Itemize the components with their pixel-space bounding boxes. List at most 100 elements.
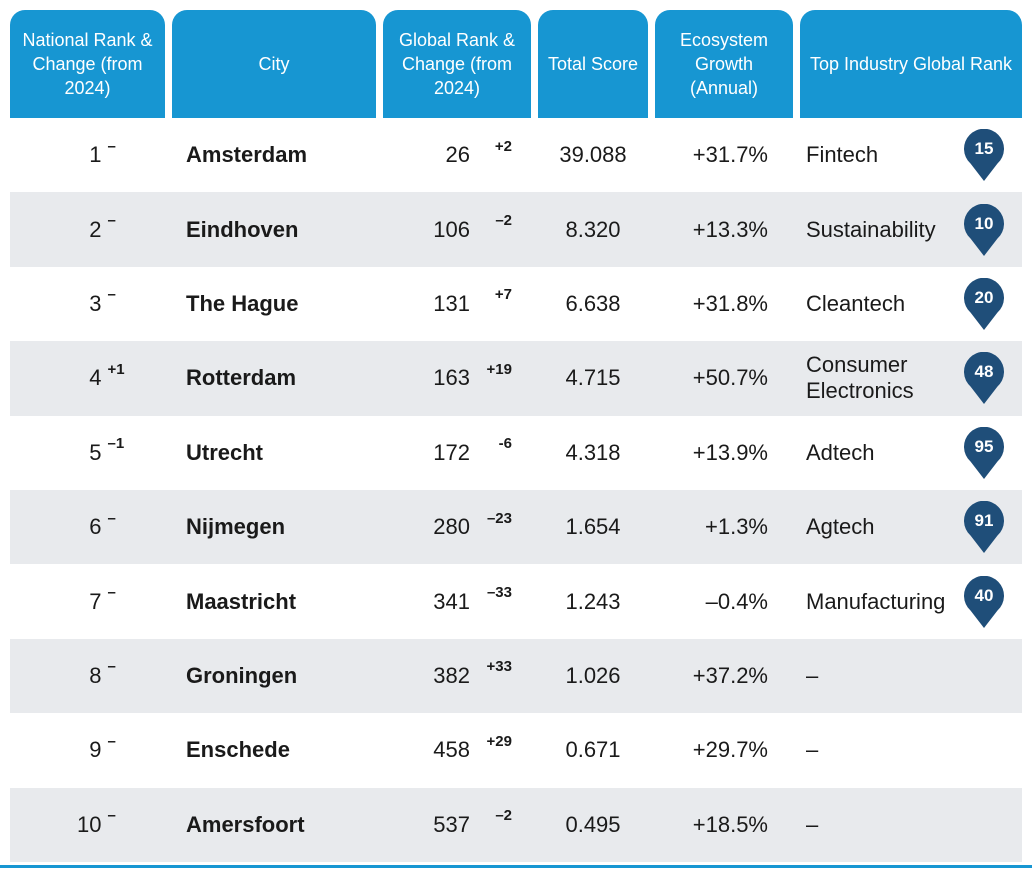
national-rank-value: 2 [89,216,102,242]
national-rank-value: 6 [89,514,102,540]
industry-rank-value: 91 [974,511,994,531]
top-industry-cell: Fintech 15 [800,118,1022,192]
header-national-rank: National Rank & Change (from 2024) [10,10,165,118]
global-rank-value: 280 [433,514,470,540]
global-rank-change: -6 [498,435,512,453]
top-industry-cell: Agtech 91 [800,490,1022,564]
city-name: Rotterdam [186,365,297,391]
table-header: National Rank & Change (from 2024) City … [10,10,1022,118]
city-cell: Groningen [172,639,376,713]
city-name: Groningen [186,662,298,688]
national-rank-cell: 5 –1 [10,416,165,490]
total-score-cell: 1.026 [538,639,648,713]
national-rank-change: – [107,509,116,527]
city-name: Eindhoven [186,216,299,242]
global-rank-value: 163 [433,365,470,391]
industry-name: Adtech [806,439,875,465]
global-rank-change: –23 [486,509,512,527]
table-row: 4 +1 Rotterdam 163 +19 4.715 +50.7% Consum… [10,341,1022,416]
total-score-value: 8.320 [565,216,621,242]
national-rank-value: 8 [89,662,102,688]
city-name: Nijmegen [186,514,286,540]
city-cell: Eindhoven [172,192,376,266]
industry-name: Fintech [806,142,879,168]
global-rank-value: 537 [433,811,470,837]
total-score-cell: 1.243 [538,564,648,638]
global-rank-cell: 172 -6 [383,416,531,490]
industry-name: – [806,662,819,688]
city-cell: Utrecht [172,416,376,490]
total-score-cell: 4.715 [538,341,648,415]
ecosystem-growth-value: +13.3% [692,216,768,242]
city-name: Enschede [186,737,290,763]
map-pin-badge: 95 [964,426,1004,479]
ecosystem-growth-cell: +50.7% [655,341,793,415]
global-rank-cell: 280 –23 [383,490,531,564]
national-rank-change: – [107,584,116,602]
industry-name: Consumer Electronics [806,352,914,404]
ecosystem-growth-cell: +1.3% [655,490,793,564]
global-rank-value: 172 [433,439,470,465]
industry-rank-value: 10 [974,213,994,233]
global-rank-value: 106 [433,216,470,242]
header-ecosystem-growth: Ecosystem Growth (Annual) [655,10,793,118]
total-score-value: 1.026 [565,662,621,688]
total-score-value: 1.654 [565,514,621,540]
total-score-value: 4.715 [565,365,621,391]
global-rank-value: 458 [433,737,470,763]
table-row: 9– Enschede 458 +29 0.671 +29.7% – [10,713,1022,788]
national-rank-value: 4 [89,365,102,391]
ecosystem-growth-value: +31.7% [692,142,768,168]
ecosystem-growth-value: –0.4% [705,588,768,614]
total-score-cell: 8.320 [538,192,648,266]
map-pin-badge: 91 [964,501,1004,554]
table-row: 3– The Hague 131 +7 6.638 +31.8% Cleantec… [10,266,1022,342]
ecosystem-growth-cell: +18.5% [655,788,793,862]
global-rank-cell: 163 +19 [383,341,531,415]
city-name: Amersfoort [186,811,305,837]
map-pin-badge: 10 [964,203,1004,256]
industry-name: Manufacturing [806,588,946,614]
total-score-value: 0.671 [565,737,621,763]
table-row: 2– Eindhoven 106 –2 8.320 +13.3% Sustaina… [10,192,1022,267]
ecosystem-growth-cell: +31.8% [655,267,793,341]
total-score-value: 4.318 [565,439,621,465]
global-rank-change: +7 [494,286,512,304]
global-rank-cell: 537 –2 [383,788,531,862]
city-name: Maastricht [186,588,297,614]
industry-rank-value: 95 [974,436,994,456]
national-rank-cell: 9– [10,713,165,787]
national-rank-value: 5 [89,439,102,465]
city-cell: Enschede [172,713,376,787]
map-pin-icon [964,129,1004,182]
ecosystem-growth-cell: +31.7% [655,118,793,192]
ecosystem-growth-value: +1.3% [705,514,768,540]
total-score-cell: 39.088 [538,118,648,192]
national-rank-value: 7 [89,588,102,614]
city-name: Amsterdam [186,142,308,168]
global-rank-cell: 458 +29 [383,713,531,787]
map-pin-icon [964,501,1004,554]
national-rank-cell: 4 +1 [10,341,165,415]
city-cell: Nijmegen [172,490,376,564]
global-rank-change: +29 [486,732,512,750]
total-score-value: 6.638 [565,290,621,316]
industry-rank-value: 15 [974,139,994,159]
national-rank-change: – [107,658,116,676]
map-pin-badge: 48 [964,352,1004,405]
total-score-value: 1.243 [565,588,621,614]
ecosystem-growth-value: +29.7% [692,737,768,763]
global-rank-change: +2 [494,137,512,155]
total-score-cell: 6.638 [538,267,648,341]
ecosystem-growth-cell: +37.2% [655,639,793,713]
table-row: 5 –1 Utrecht 172 -6 4.318 +13.9% Adtech 95 [10,415,1022,490]
total-score-cell: 4.318 [538,416,648,490]
header-city: City [172,10,376,118]
national-rank-cell: 2– [10,192,165,266]
global-rank-change: –2 [495,212,512,230]
national-rank-value: 1 [89,142,102,168]
ecosystem-growth-value: +50.7% [692,365,768,391]
city-name: Utrecht [186,439,264,465]
global-rank-cell: 131 +7 [383,267,531,341]
national-rank-cell: 1– [10,118,165,192]
